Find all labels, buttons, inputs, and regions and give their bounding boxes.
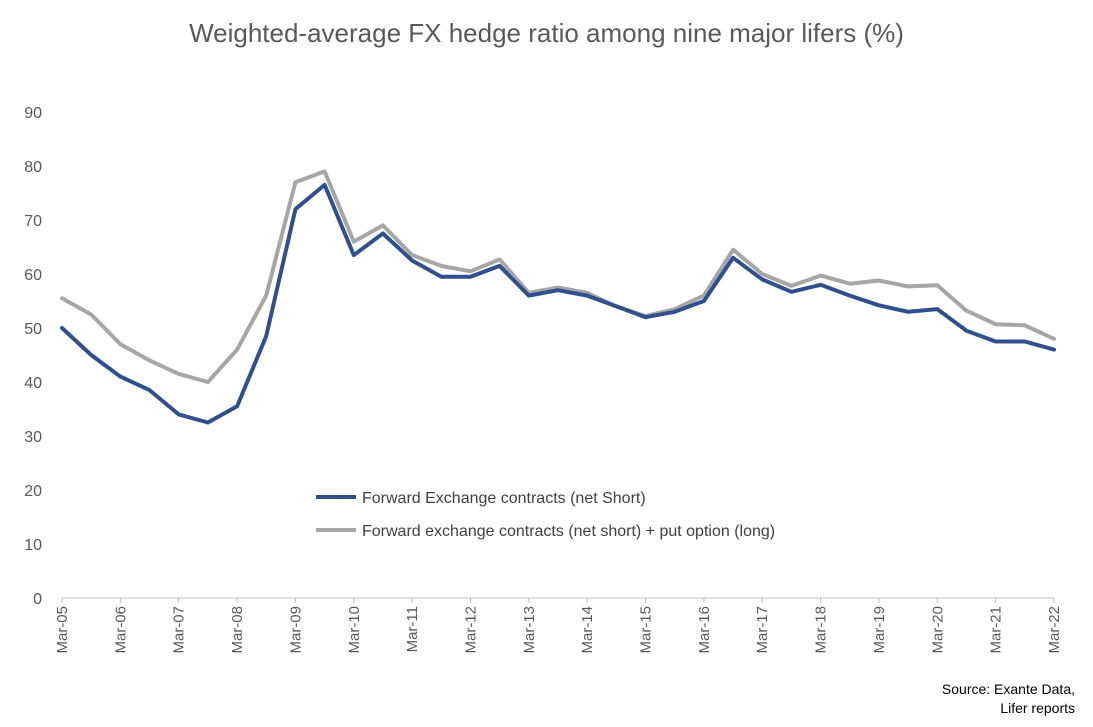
x-tick-label: Mar-06 <box>112 606 129 654</box>
x-tick-label: Mar-13 <box>521 606 538 654</box>
x-tick-label: Mar-22 <box>1046 606 1063 654</box>
source-note: Source: Exante Data, Lifer reports <box>942 680 1075 718</box>
x-tick-label: Mar-08 <box>229 606 246 654</box>
x-tick-label: Mar-10 <box>346 606 363 654</box>
chart-title: Weighted-average FX hedge ratio among ni… <box>189 18 904 48</box>
x-tick-label: Mar-15 <box>638 606 655 654</box>
y-axis-ticks: 0 10 20 30 40 50 60 70 80 90 <box>24 105 42 608</box>
x-tick-label: Mar-07 <box>171 606 188 654</box>
x-tick-label: Mar-09 <box>287 606 304 654</box>
y-tick-label: 40 <box>24 375 42 392</box>
series-lines <box>60 169 1056 425</box>
x-tick-label: Mar-17 <box>754 606 771 654</box>
legend: Forward Exchange contracts (net Short) Fo… <box>316 490 775 540</box>
x-tick-label: Mar-16 <box>696 606 713 654</box>
y-tick-label: 30 <box>24 429 42 446</box>
x-tick-label: Mar-18 <box>813 606 830 654</box>
source-line-2: Lifer reports <box>1000 700 1075 716</box>
x-tick-label: Mar-12 <box>462 606 479 654</box>
series-line-forward-contracts <box>60 182 1056 425</box>
x-tick-label: Mar-21 <box>988 606 1005 654</box>
x-tick-label: Mar-11 <box>404 606 421 652</box>
y-tick-label: 80 <box>24 159 42 176</box>
y-tick-label: 90 <box>24 105 42 122</box>
legend-label: Forward Exchange contracts (net Short) <box>362 490 646 507</box>
x-tick-label: Mar-05 <box>54 606 71 654</box>
legend-label: Forward exchange contracts (net short) +… <box>362 523 775 540</box>
y-tick-label: 10 <box>24 537 42 554</box>
series-line-forward-plus-put <box>60 169 1056 384</box>
x-tick-label: Mar-20 <box>929 606 946 654</box>
y-tick-label: 70 <box>24 213 42 230</box>
x-tick-label: Mar-19 <box>871 606 888 654</box>
source-line-1: Source: Exante Data, <box>941 681 1075 697</box>
y-tick-label: 60 <box>24 267 42 284</box>
x-axis-ticks: Mar-05 Mar-06 Mar-07 Mar-08 Mar-09 Mar-10 Mar-… <box>54 598 1063 654</box>
y-tick-label: 0 <box>33 591 42 608</box>
y-tick-label: 50 <box>24 321 42 338</box>
x-tick-label: Mar-14 <box>579 606 596 654</box>
y-tick-label: 20 <box>24 483 42 500</box>
